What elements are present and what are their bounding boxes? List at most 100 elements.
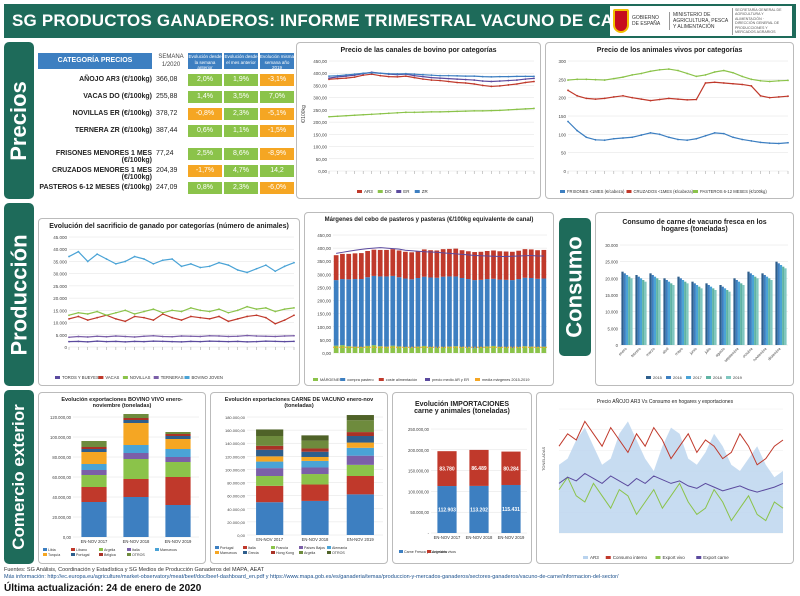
x-tick-label: febrero	[630, 347, 641, 358]
y-tick-label: 300,00	[317, 272, 331, 277]
more-info-link[interactable]: Más información: http://ec.europa.eu/agr…	[4, 574, 619, 580]
bar-segment	[358, 347, 364, 353]
legend-swatch	[299, 546, 303, 549]
bar	[642, 280, 645, 345]
y-tick-label: 140.000,00	[225, 441, 246, 446]
data-label: 83.780	[439, 467, 455, 473]
bar-segment	[165, 462, 191, 477]
bar-segment	[465, 251, 471, 280]
data-point	[86, 336, 89, 338]
y-tick-label: 50,00	[320, 338, 332, 343]
y-tick-label: 150,00	[313, 132, 327, 137]
data-point	[768, 142, 771, 145]
data-point	[283, 335, 286, 337]
legend-label: Marruecos	[160, 548, 177, 552]
data-point	[612, 77, 615, 80]
data-point	[464, 75, 467, 78]
chart-title: Consumo de carne de vacuno fresca en los…	[622, 219, 767, 233]
legend-swatch	[71, 548, 75, 551]
data-point	[171, 316, 174, 319]
bar-segment	[472, 280, 477, 349]
data-point	[640, 98, 643, 101]
bar-segment	[440, 276, 446, 348]
bar-segment	[346, 442, 374, 448]
price-label: CRUZADOS MENORES 1 MES (€/100kg)	[52, 167, 152, 181]
data-point	[507, 84, 510, 86]
bar-segment	[447, 346, 452, 353]
y-tick-label: 25.000	[53, 284, 67, 289]
bar-segment	[447, 248, 452, 277]
data-point	[208, 317, 211, 320]
chart-title: Márgenes del cebo de pasteros y pasteras…	[324, 217, 534, 223]
section-consumo: Consumo	[559, 218, 591, 356]
legend-label: Marruecos	[220, 551, 237, 555]
legend-swatch	[378, 378, 384, 381]
y-tick-label: 40.000	[53, 247, 67, 252]
data-point	[750, 140, 753, 142]
data-point	[567, 89, 569, 92]
data-point	[218, 315, 220, 318]
legend-swatch	[414, 190, 420, 193]
section-label: Precios	[6, 80, 31, 161]
data-point	[576, 94, 579, 97]
legend-swatch	[243, 551, 247, 554]
data-point	[328, 75, 330, 78]
data-point	[464, 110, 467, 113]
bar-segment	[478, 279, 484, 348]
bar-segment	[428, 277, 433, 348]
data-point	[447, 80, 450, 83]
data-point	[236, 335, 239, 338]
y-tick-label: 35.000	[53, 259, 67, 264]
data-point	[704, 134, 707, 137]
y-tick-label: 40.000,00	[227, 507, 246, 512]
bar-segment	[340, 253, 345, 280]
y-tick-label: 0,00	[318, 169, 327, 174]
x-tick-label: EN-NOV 2018	[466, 535, 493, 540]
bar-segment	[437, 486, 457, 533]
x-tick-label: EN-NOV 2019	[498, 535, 525, 540]
change-week: 1,4%	[188, 91, 222, 103]
y-tick-label: 20.000,00	[227, 520, 246, 525]
legend-label: AR3	[364, 189, 373, 194]
y-tick-label: 0,00	[322, 351, 331, 356]
bar	[712, 288, 715, 345]
data-point	[516, 75, 518, 78]
footer-sources: Fuentes: SG Análisis, Coordinación y Est…	[4, 567, 794, 581]
legend-swatch	[605, 556, 611, 559]
bar-segment	[346, 455, 374, 465]
change-month: 1,1%	[224, 125, 258, 137]
price-label: TERNERA ZR (€/100kg)	[74, 127, 152, 134]
bar-segment	[371, 345, 377, 353]
section-precios: Precios	[4, 42, 34, 199]
data-point	[612, 96, 615, 98]
data-point	[255, 340, 258, 343]
data-point	[105, 314, 108, 317]
change-week: -1,7%	[188, 165, 222, 177]
data-point	[759, 141, 762, 144]
bar-segment	[346, 494, 374, 535]
legend-label: Líbano	[76, 548, 87, 552]
bar-segment	[301, 467, 329, 475]
bar-segment	[371, 249, 377, 276]
legend-label: Portugal	[76, 553, 90, 557]
data-point	[640, 134, 643, 136]
bar-segment	[516, 347, 522, 353]
bar	[686, 283, 689, 345]
legend-label: 2018	[713, 375, 723, 380]
legend-swatch	[313, 378, 318, 381]
y-tick-label: 150	[558, 114, 566, 119]
chart-export-vivo: 0,00 20.000,00 40.000,00 60.000,00 80.000,00…	[43, 414, 199, 557]
x-tick-label: EN-NOV 2017	[434, 535, 461, 540]
price-row: FRISONES MENORES 1 MES (€/100kg) 77,24 2…	[38, 147, 294, 164]
data-point	[713, 131, 716, 134]
change-month: 3,5%	[224, 91, 258, 103]
change-year: -3,1%	[260, 74, 294, 86]
price-row: AÑOJO AR3 (€/100kg) 366,08 2,0% 1,9% -3,…	[38, 73, 294, 88]
table-header: SEMANA 1/2020	[156, 53, 186, 69]
bar	[628, 276, 631, 345]
data-label: 115.431	[502, 507, 520, 513]
data-point	[658, 68, 661, 71]
bar	[695, 285, 699, 345]
data-point	[622, 76, 624, 79]
change-month: 2,3%	[224, 182, 258, 194]
